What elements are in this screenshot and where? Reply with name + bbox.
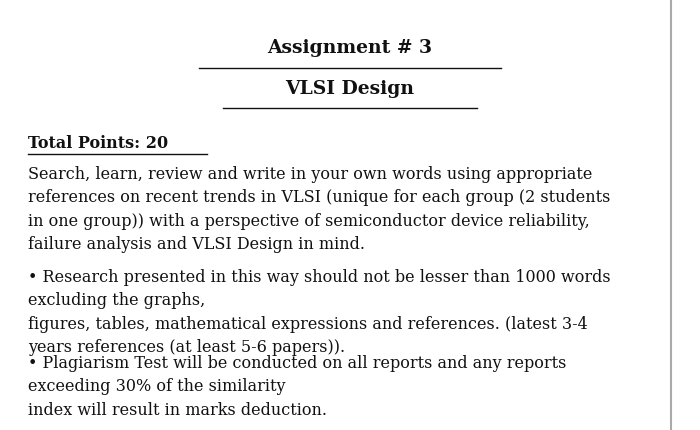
Text: Total Points: 20: Total Points: 20 [28, 135, 168, 153]
Text: • Research presented in this way should not be lesser than 1000 words
excluding : • Research presented in this way should … [28, 269, 610, 356]
Text: Search, learn, review and write in your own words using appropriate
references o: Search, learn, review and write in your … [28, 166, 610, 253]
Text: • Plagiarism Test will be conducted on all reports and any reports
exceeding 30%: • Plagiarism Test will be conducted on a… [28, 355, 566, 419]
Text: VLSI Design: VLSI Design [286, 80, 414, 98]
Text: Assignment # 3: Assignment # 3 [267, 39, 433, 57]
